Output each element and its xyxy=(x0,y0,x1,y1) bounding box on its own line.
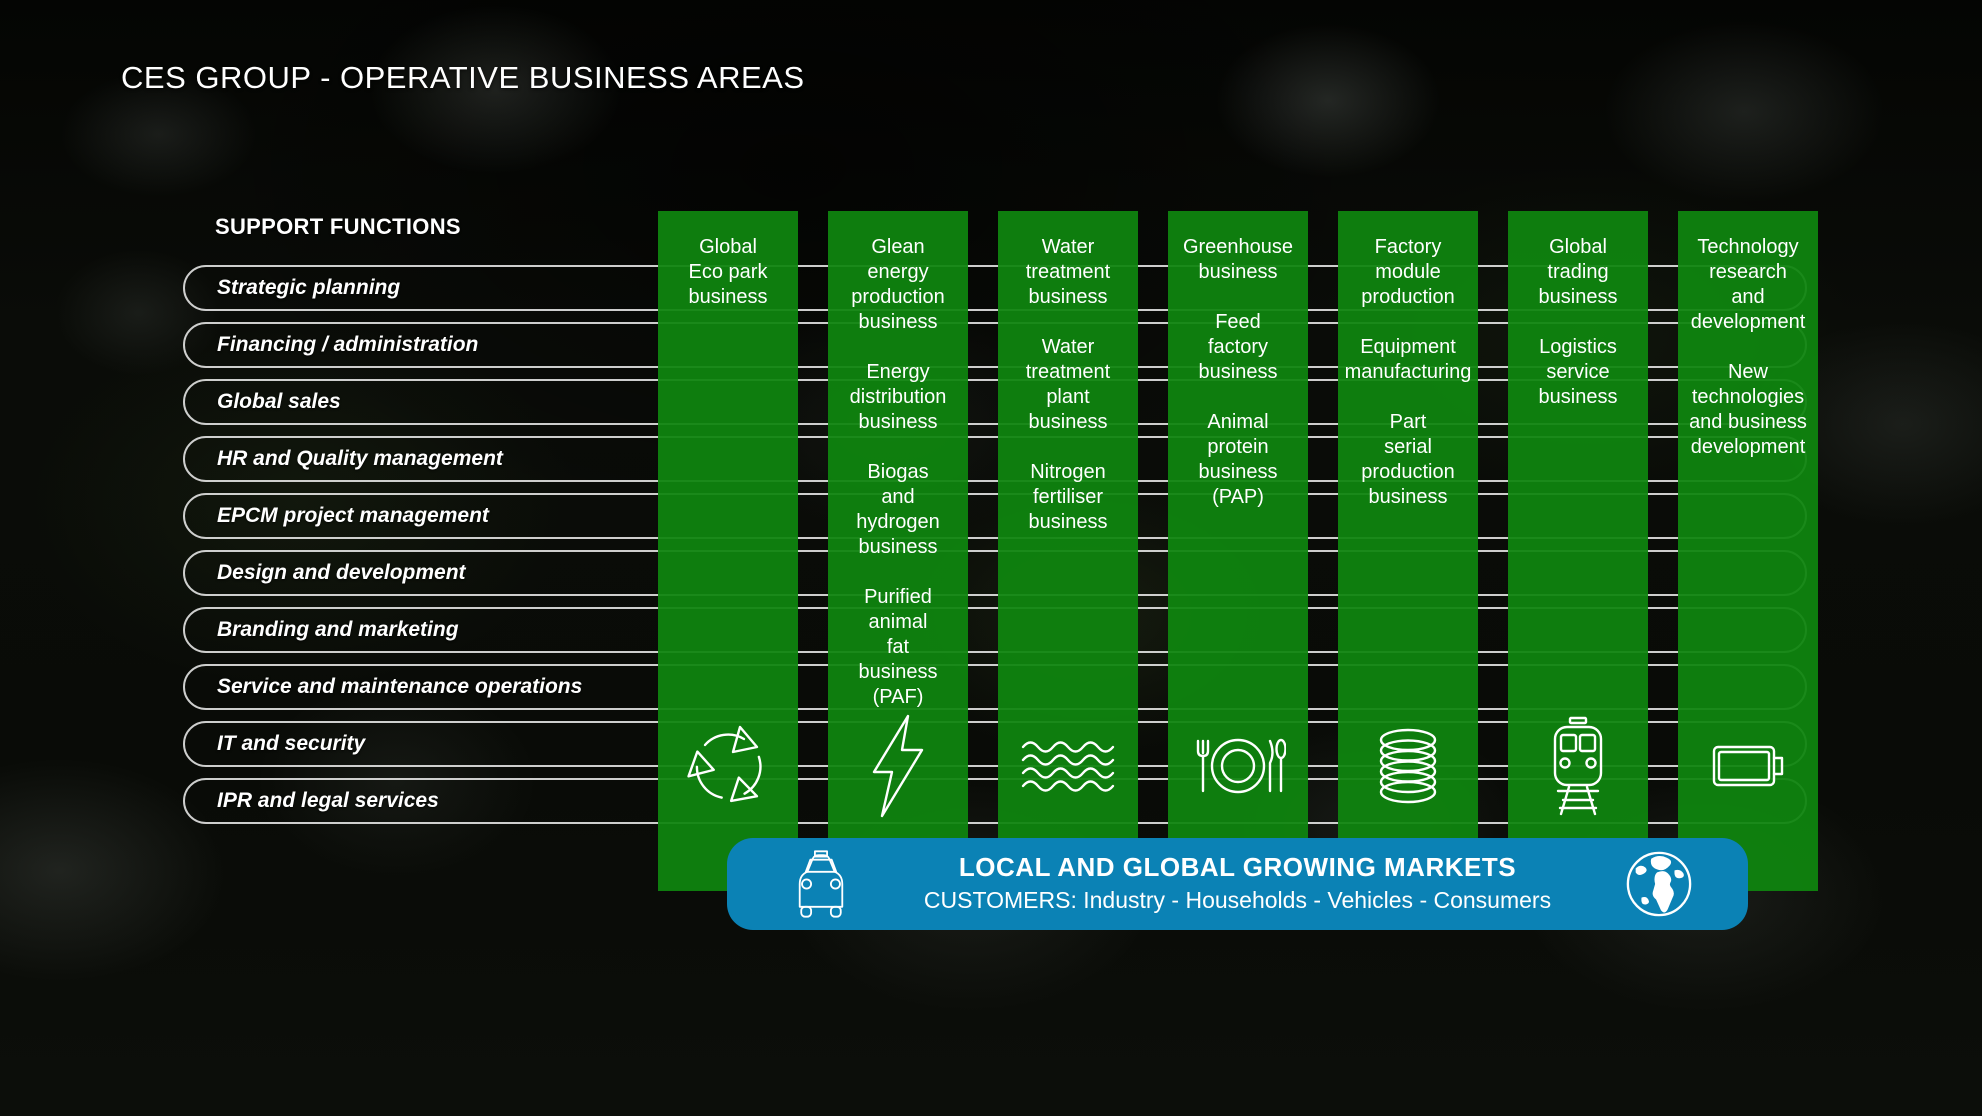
pill-label: Branding and marketing xyxy=(217,618,459,641)
column-text-group: Feed factory business xyxy=(1198,311,1278,383)
column-text-group: Water treatment business xyxy=(1025,236,1111,308)
column-text-group: Animal protein business (PAP) xyxy=(1198,411,1278,508)
column-text-group: Global Eco park business xyxy=(688,236,768,308)
column-text-group: Global trading business xyxy=(1538,236,1618,308)
dining-icon xyxy=(1168,710,1308,822)
column-text: Global trading business Logistics servic… xyxy=(1504,235,1652,435)
column-text-group: Nitrogen fertiliser business xyxy=(1028,461,1108,533)
coins-icon xyxy=(1338,710,1478,822)
pill-label: EPCM project management xyxy=(217,504,489,527)
markets-banner: LOCAL AND GLOBAL GROWING MARKETS CUSTOME… xyxy=(727,838,1748,930)
pill-label: IPR and legal services xyxy=(217,789,439,812)
tram-icon xyxy=(1508,710,1648,822)
column-text-group: Biogas and hydrogen business xyxy=(856,461,940,558)
column-technology: Technology research and development New … xyxy=(1678,211,1818,891)
pill-label: IT and security xyxy=(217,732,366,755)
column-text: Global Eco park business xyxy=(654,235,802,335)
column-text-group: Energy distribution business xyxy=(849,361,947,433)
column-text-group: Equipment manufacturing xyxy=(1344,336,1472,383)
car-icon xyxy=(783,849,859,924)
waves-icon xyxy=(998,710,1138,822)
column-text-group: Factory module production xyxy=(1361,236,1455,308)
pill-label: Global sales xyxy=(217,390,341,413)
banner-title: LOCAL AND GLOBAL GROWING MARKETS xyxy=(958,852,1517,882)
column-trading: Global trading business Logistics servic… xyxy=(1508,211,1648,891)
column-water: Water treatment business Water treatment… xyxy=(998,211,1138,891)
column-text: Water treatment business Water treatment… xyxy=(994,235,1142,560)
pill-label: Financing / administration xyxy=(217,333,479,356)
pill-label: HR and Quality management xyxy=(217,447,503,470)
recycle-icon xyxy=(658,710,798,822)
column-text-group: Technology research and development xyxy=(1690,236,1806,333)
column-text-group: Glean energy production business xyxy=(851,236,945,333)
column-energy: Glean energy production business Energy … xyxy=(828,211,968,891)
column-text: Greenhouse business Feed factory busines… xyxy=(1164,235,1312,535)
page-title: CES GROUP - OPERATIVE BUSINESS AREAS xyxy=(121,60,805,95)
column-text-group: Part serial production business xyxy=(1361,411,1455,508)
lightning-icon xyxy=(828,710,968,822)
column-text: Factory module production Equipment manu… xyxy=(1334,235,1482,535)
globe-icon xyxy=(1624,849,1694,924)
banner-subtitle: CUSTOMERS: Industry - Households - Vehic… xyxy=(923,887,1552,913)
battery-icon xyxy=(1678,710,1818,822)
column-text-group: Water treatment plant business xyxy=(1025,336,1111,433)
column-text-group: New technologies and business developmen… xyxy=(1689,361,1807,458)
pill-label: Service and maintenance operations xyxy=(217,675,583,698)
column-text-group: Logistics service business xyxy=(1538,336,1618,408)
column-eco-park: Global Eco park business xyxy=(658,211,798,891)
column-text-group: Greenhouse business xyxy=(1182,236,1294,283)
pill-label: Design and development xyxy=(217,561,466,584)
column-text: Technology research and development New … xyxy=(1674,235,1822,485)
column-text: Glean energy production business Energy … xyxy=(824,235,972,735)
pill-label: Strategic planning xyxy=(217,276,401,299)
column-factory: Factory module production Equipment manu… xyxy=(1338,211,1478,891)
support-functions-header: SUPPORT FUNCTIONS xyxy=(215,214,461,239)
column-food: Greenhouse business Feed factory busines… xyxy=(1168,211,1308,891)
column-text-group: Purified animal fat business (PAF) xyxy=(858,586,938,708)
